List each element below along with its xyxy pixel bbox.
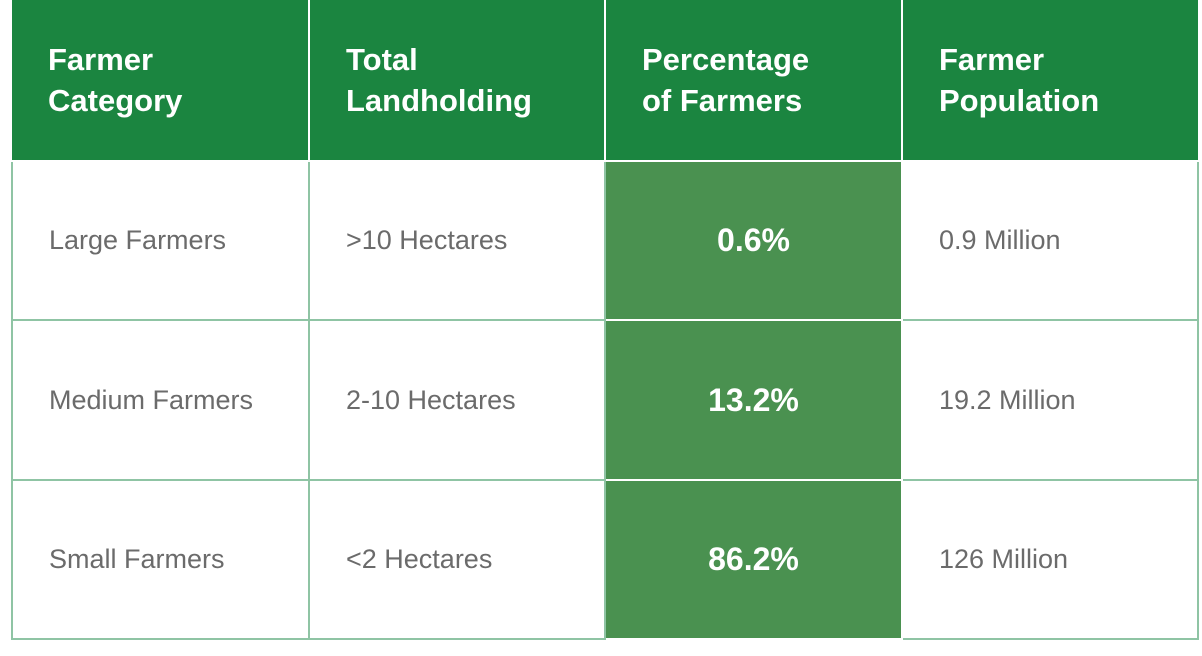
cell-landholding: <2 Hectares [308, 479, 606, 640]
header-row: Farmer Category Total Landholding Percen… [12, 0, 1198, 162]
header-line: of Farmers [642, 83, 803, 118]
header-line: Percentage [642, 42, 810, 77]
cell-population: 0.9 Million [901, 160, 1199, 321]
cell-landholding: >10 Hectares [308, 160, 606, 321]
header-farmer-population: Farmer Population [901, 0, 1198, 162]
table-header: Farmer Category Total Landholding Percen… [12, 0, 1198, 162]
table-body: Large Farmers >10 Hectares 0.6% 0.9 Mill… [11, 160, 1199, 640]
header-total-landholding: Total Landholding [308, 0, 606, 162]
farmer-table-wrapper: Farmer Category Total Landholding Percen… [11, 0, 1199, 640]
header-farmer-category: Farmer Category [12, 0, 310, 162]
header-line: Farmer [48, 42, 154, 77]
table-row: Large Farmers >10 Hectares 0.6% 0.9 Mill… [11, 160, 1199, 321]
header-line: Category [48, 83, 183, 118]
cell-percentage: 13.2% [604, 319, 903, 481]
header-percentage-of-farmers: Percentage of Farmers [604, 0, 903, 162]
cell-category: Medium Farmers [11, 319, 310, 481]
cell-population: 19.2 Million [901, 319, 1199, 481]
header-line: Population [939, 83, 1100, 118]
header-line: Farmer [939, 42, 1045, 77]
farmer-category-table: Farmer Category Total Landholding Percen… [11, 0, 1199, 640]
table-row: Small Farmers <2 Hectares 86.2% 126 Mill… [11, 479, 1199, 640]
cell-percentage: 86.2% [604, 479, 903, 640]
cell-category: Large Farmers [11, 160, 310, 321]
cell-landholding: 2-10 Hectares [308, 319, 606, 481]
cell-percentage: 0.6% [604, 160, 903, 321]
table-row: Medium Farmers 2-10 Hectares 13.2% 19.2 … [11, 319, 1199, 481]
header-line: Total [346, 42, 418, 77]
cell-category: Small Farmers [11, 479, 310, 640]
cell-population: 126 Million [901, 479, 1199, 640]
header-line: Landholding [346, 83, 532, 118]
